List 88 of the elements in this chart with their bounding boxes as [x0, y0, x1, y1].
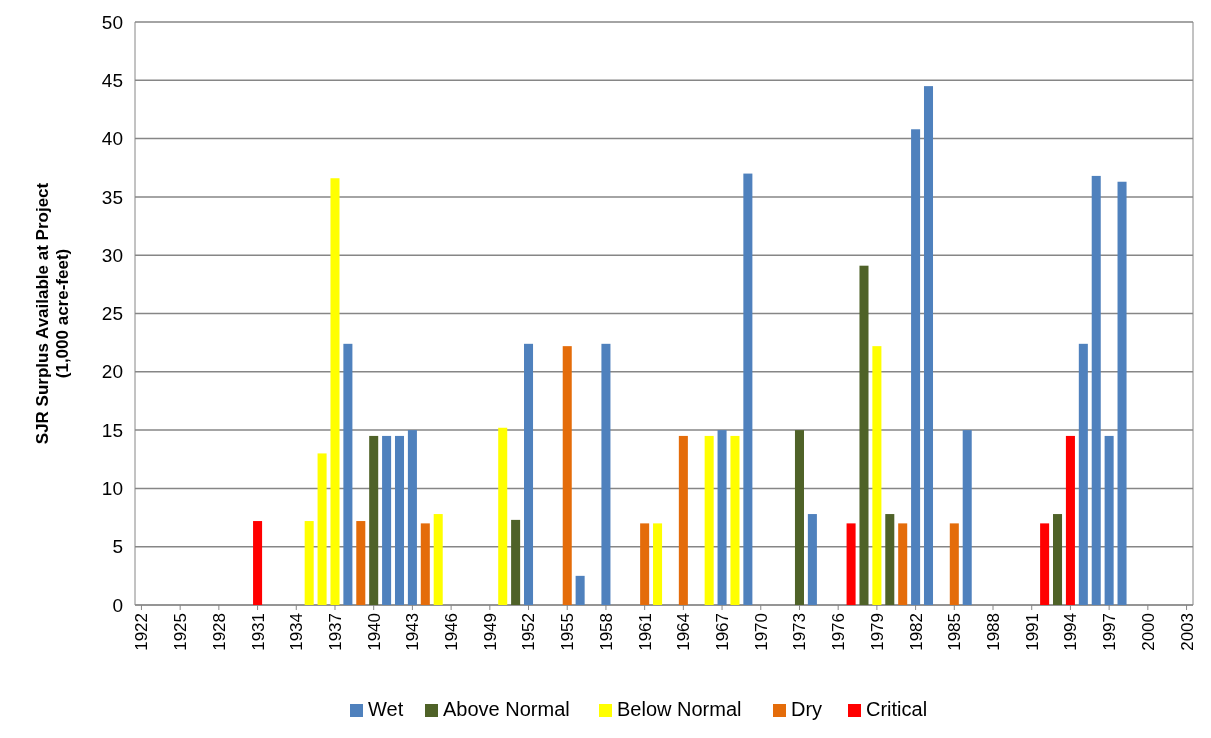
bar [317, 453, 327, 605]
bar [807, 514, 817, 605]
x-tick-label: 1955 [558, 613, 578, 651]
bar [743, 173, 753, 605]
y-tick-label: 25 [101, 303, 123, 325]
x-tick-label: 1928 [209, 613, 229, 651]
x-tick-label: 1979 [867, 613, 887, 651]
bar [1040, 523, 1050, 605]
bar [601, 343, 611, 605]
bar [704, 435, 714, 605]
bar [511, 519, 521, 605]
x-tick-label: 2000 [1138, 613, 1158, 651]
y-tick-label: 0 [112, 594, 123, 616]
bar [911, 129, 921, 605]
bar [343, 343, 353, 605]
x-tick-label: 1958 [596, 613, 616, 651]
y-tick-label: 5 [112, 536, 123, 558]
bar [653, 523, 663, 605]
bar [524, 343, 534, 605]
bar [1078, 343, 1088, 605]
x-tick-label: 1937 [325, 613, 345, 651]
bar [923, 86, 934, 605]
x-tick-label: 1994 [1061, 613, 1081, 651]
bar [420, 523, 430, 605]
legend-label: Above Normal [443, 698, 570, 720]
bar [1104, 435, 1114, 605]
x-tick-label: 1985 [945, 613, 965, 651]
x-tick-label: 1940 [364, 613, 384, 651]
bar [717, 430, 727, 605]
bar [304, 521, 314, 605]
bar [407, 430, 417, 605]
bar [1053, 514, 1063, 605]
bar [575, 575, 585, 605]
x-tick-label: 1922 [132, 613, 152, 651]
bar [962, 430, 972, 605]
bar [678, 435, 688, 605]
x-tick-label: 1967 [713, 613, 733, 651]
x-tick-label: 1943 [403, 613, 423, 651]
x-tick-label: 1961 [635, 613, 655, 651]
bar [382, 435, 392, 605]
y-tick-label: 20 [101, 361, 123, 383]
x-tick-label: 1973 [790, 613, 810, 651]
legend-label: Below Normal [617, 698, 742, 720]
bar [1091, 175, 1101, 605]
bar [433, 514, 443, 605]
bar [872, 346, 882, 605]
y-tick-label: 10 [101, 478, 123, 500]
x-tick-label: 1982 [906, 613, 926, 651]
x-tick-label: 1976 [829, 613, 849, 651]
bar [949, 523, 959, 605]
x-tick-label: 1946 [442, 613, 462, 651]
x-tick-label: 1952 [519, 613, 539, 651]
bar [885, 514, 895, 605]
bar [898, 523, 908, 605]
y-tick-label: 15 [101, 419, 123, 441]
legend-label: Critical [866, 698, 928, 720]
x-tick-label: 1925 [171, 613, 191, 651]
x-tick-label: 1988 [983, 613, 1003, 651]
x-tick-label: 1949 [480, 613, 500, 651]
bar [253, 521, 263, 605]
bar [369, 435, 379, 605]
bar [356, 521, 366, 605]
x-tick-label: 1931 [248, 613, 268, 651]
bar [859, 265, 869, 605]
y-tick-label: 30 [101, 244, 123, 266]
y-tick-label: 40 [101, 128, 123, 150]
bar [794, 430, 804, 605]
legend-label: Dry [791, 698, 823, 720]
bar [330, 178, 340, 605]
y-axis-title: SJR Surplus Available at Project (1,000 acre-feet) [32, 182, 73, 445]
y-tick-label: 45 [101, 69, 123, 91]
x-tick-label: 1970 [751, 613, 771, 651]
y-tick-label: 50 [101, 11, 123, 33]
bar [394, 435, 405, 605]
bar [562, 346, 572, 605]
x-tick-label: 1991 [1022, 613, 1042, 651]
bar [846, 523, 856, 605]
x-tick-label: 1964 [674, 613, 694, 651]
legend-label: Wet [368, 698, 404, 720]
y-tick-label: 35 [101, 186, 123, 208]
bar [640, 523, 650, 605]
x-tick-label: 1934 [287, 613, 307, 651]
bar [498, 427, 508, 605]
bar [1065, 435, 1075, 605]
bar [1117, 181, 1127, 605]
x-tick-label: 1997 [1100, 613, 1120, 651]
x-tick-label: 2003 [1177, 613, 1197, 651]
bar [730, 435, 740, 605]
